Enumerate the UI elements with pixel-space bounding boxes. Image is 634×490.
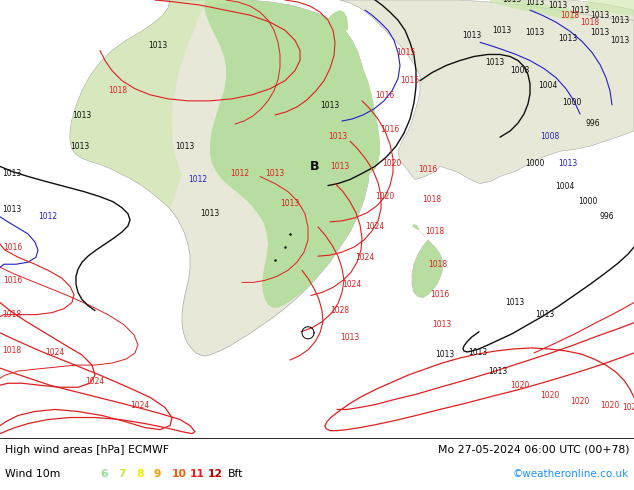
Polygon shape: [500, 0, 634, 20]
Text: 1024: 1024: [130, 401, 149, 410]
Text: 1012: 1012: [38, 212, 57, 221]
Text: 1000: 1000: [525, 159, 545, 168]
Text: 1024: 1024: [365, 222, 384, 231]
Text: 1016: 1016: [3, 243, 22, 251]
Text: 1016: 1016: [418, 165, 437, 174]
Text: Bft: Bft: [228, 469, 243, 479]
Text: 1018: 1018: [560, 11, 579, 20]
Text: 1008: 1008: [540, 132, 559, 141]
Polygon shape: [312, 10, 380, 175]
Text: 1028: 1028: [330, 306, 349, 315]
Text: 1013: 1013: [468, 348, 488, 358]
Text: 1016: 1016: [430, 290, 450, 299]
Text: 1013: 1013: [72, 112, 91, 121]
Text: 1008: 1008: [510, 66, 529, 75]
Text: ©weatheronline.co.uk: ©weatheronline.co.uk: [513, 469, 629, 479]
Text: 1016: 1016: [375, 91, 394, 100]
Text: 12: 12: [208, 469, 223, 479]
Polygon shape: [585, 0, 634, 15]
Text: 1013: 1013: [70, 142, 89, 151]
Text: 1013: 1013: [462, 31, 481, 40]
Text: 9: 9: [154, 469, 162, 479]
Text: 1013: 1013: [2, 205, 22, 214]
Text: 1013: 1013: [570, 5, 589, 15]
Text: 1018: 1018: [108, 86, 127, 95]
Text: Mo 27-05-2024 06:00 UTC (00+78): Mo 27-05-2024 06:00 UTC (00+78): [437, 445, 629, 455]
Text: 7: 7: [118, 469, 126, 479]
Text: 1018: 1018: [2, 346, 21, 355]
Text: 1013: 1013: [558, 34, 577, 43]
Text: 1013: 1013: [610, 36, 630, 45]
Text: 1015: 1015: [400, 76, 419, 85]
Text: 1013: 1013: [328, 132, 347, 141]
Text: 1004: 1004: [538, 81, 557, 90]
Text: 1020: 1020: [600, 401, 619, 410]
Text: 1020: 1020: [622, 403, 634, 412]
Text: 1018: 1018: [580, 18, 599, 26]
Text: 1013: 1013: [558, 159, 577, 168]
Text: 996: 996: [600, 212, 614, 221]
Text: 1013: 1013: [432, 320, 451, 329]
Text: 1018: 1018: [428, 260, 447, 269]
Text: 1020: 1020: [510, 381, 529, 390]
Text: Wind 10m: Wind 10m: [5, 469, 60, 479]
Text: 1013: 1013: [492, 26, 511, 35]
Text: 1020: 1020: [382, 159, 401, 168]
Text: 1013: 1013: [2, 169, 22, 178]
Text: 1013: 1013: [320, 101, 339, 110]
Polygon shape: [412, 224, 443, 297]
Text: 1013: 1013: [525, 0, 544, 6]
Text: 1013: 1013: [340, 333, 359, 343]
Text: 1013: 1013: [548, 0, 567, 9]
Text: 10: 10: [172, 469, 187, 479]
Text: 1013: 1013: [535, 310, 554, 319]
Text: 1020: 1020: [570, 397, 589, 406]
Text: 1013: 1013: [502, 0, 521, 4]
Text: 1013: 1013: [525, 28, 544, 37]
Text: 1013: 1013: [590, 28, 609, 37]
Text: 8: 8: [136, 469, 143, 479]
Text: 1013: 1013: [505, 298, 524, 307]
Polygon shape: [340, 0, 634, 184]
Polygon shape: [204, 0, 372, 308]
Text: 1013: 1013: [590, 11, 609, 20]
Text: 1024: 1024: [85, 377, 104, 386]
Text: 1012: 1012: [188, 175, 207, 184]
Polygon shape: [70, 0, 248, 209]
Polygon shape: [412, 240, 443, 297]
Text: B: B: [310, 160, 320, 173]
Text: 1013: 1013: [485, 58, 504, 67]
Text: 1015: 1015: [396, 48, 415, 57]
Polygon shape: [70, 0, 372, 356]
Text: 6: 6: [100, 469, 108, 479]
Text: 1000: 1000: [562, 98, 581, 107]
Text: High wind areas [hPa] ECMWF: High wind areas [hPa] ECMWF: [5, 445, 169, 455]
Text: 1024: 1024: [355, 253, 374, 262]
Text: 1013: 1013: [148, 41, 167, 50]
Text: 1013: 1013: [265, 169, 284, 178]
Text: 996: 996: [585, 119, 600, 127]
Text: 1016: 1016: [380, 124, 399, 134]
Text: 1012: 1012: [230, 169, 249, 178]
Text: 1018: 1018: [422, 195, 441, 204]
Text: 1000: 1000: [578, 197, 597, 206]
Text: 1013: 1013: [488, 367, 507, 376]
Text: 1013: 1013: [200, 209, 219, 219]
Text: 1024: 1024: [45, 348, 64, 358]
Text: 1013: 1013: [280, 199, 299, 208]
Text: 1013: 1013: [435, 350, 454, 360]
Text: 1020: 1020: [540, 391, 559, 400]
Polygon shape: [490, 0, 580, 20]
Text: 1013: 1013: [175, 142, 194, 151]
Text: 1020: 1020: [375, 192, 394, 201]
Text: 1018: 1018: [2, 310, 21, 319]
Text: 1016: 1016: [3, 276, 22, 285]
Text: 1018: 1018: [425, 227, 444, 237]
Text: 1013: 1013: [610, 16, 630, 24]
Text: 11: 11: [190, 469, 205, 479]
Text: 1004: 1004: [555, 182, 574, 191]
Text: 1024: 1024: [342, 280, 361, 289]
Text: 1013: 1013: [330, 162, 349, 171]
